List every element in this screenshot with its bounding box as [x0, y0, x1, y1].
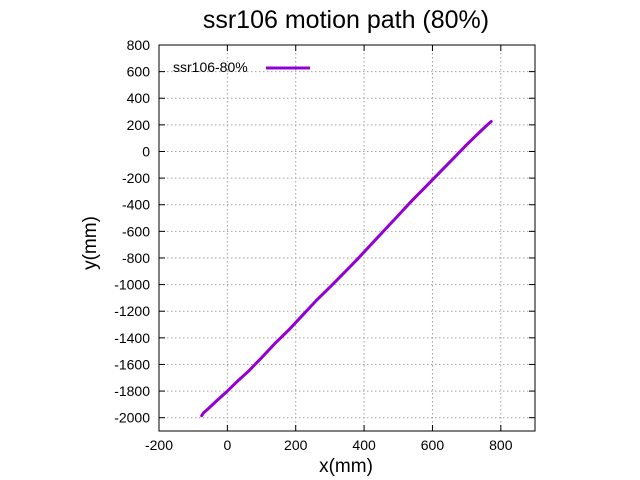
y-tick-label: -600 — [122, 223, 150, 239]
x-tick-label: -200 — [145, 437, 173, 453]
x-tick-label: 800 — [489, 437, 513, 453]
y-axis-label: y(mm) — [80, 216, 101, 270]
y-tick-label: -400 — [122, 197, 150, 213]
y-tick-label: -2000 — [114, 410, 150, 426]
y-tick-label: 200 — [127, 117, 151, 133]
y-tick-label: -1200 — [114, 303, 150, 319]
x-tick-label: 400 — [352, 437, 376, 453]
y-tick-label: -200 — [122, 170, 150, 186]
series — [200, 120, 493, 418]
x-axis-label: x(mm) — [319, 456, 373, 477]
chart-title: ssr106 motion path (80%) — [203, 6, 489, 34]
y-tick-label: 0 — [142, 143, 150, 159]
grid — [159, 44, 535, 431]
plot-frame — [158, 44, 536, 432]
y-tick-label: -800 — [122, 250, 150, 266]
series-line-0 — [200, 120, 493, 418]
y-tick-label: 600 — [127, 64, 151, 80]
x-tick-label: 200 — [284, 437, 308, 453]
legend: ssr106-80% — [173, 59, 310, 75]
y-tick-label: -1800 — [114, 383, 150, 399]
x-tick-label: 600 — [421, 437, 445, 453]
y-tick-label: -1000 — [114, 277, 150, 293]
ticks — [158, 44, 535, 431]
tick-labels: -200 0 200 400 600 8008006004002000-200-400-6… — [114, 37, 513, 453]
x-tick-label: 0 — [223, 437, 231, 453]
y-tick-label: 800 — [127, 37, 151, 53]
y-tick-label: -1600 — [114, 356, 150, 372]
legend-entry-label: ssr106-80% — [173, 59, 248, 75]
y-tick-label: 400 — [127, 90, 151, 106]
y-tick-label: -1400 — [114, 330, 150, 346]
